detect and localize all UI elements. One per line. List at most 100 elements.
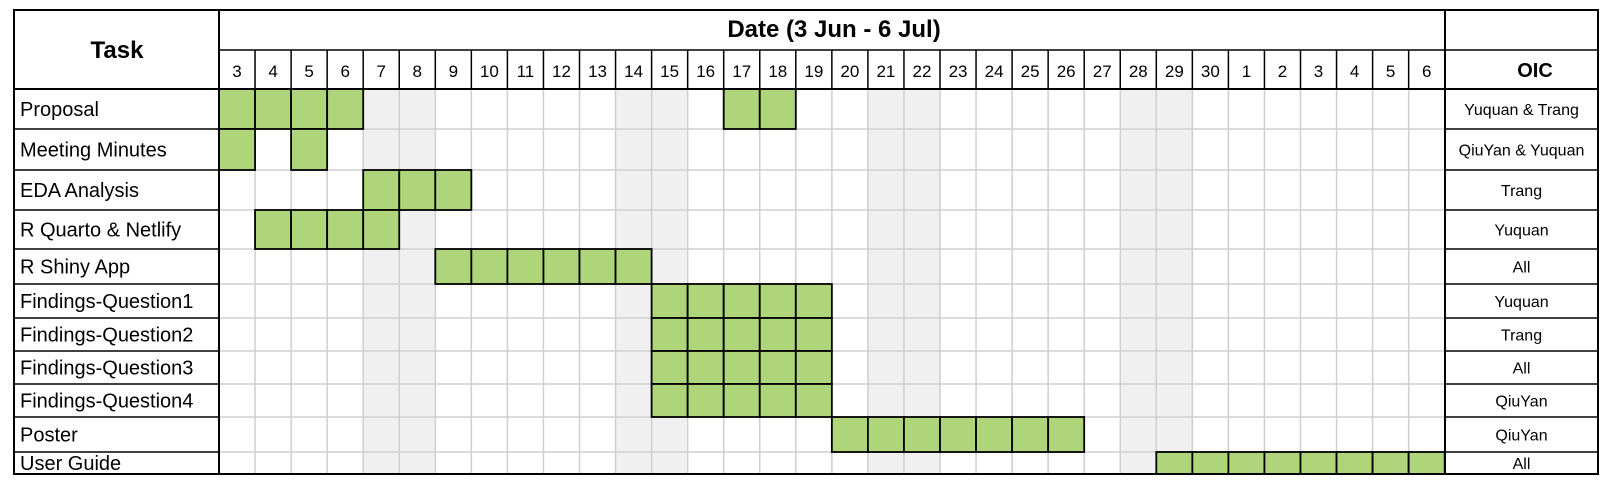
day-label: 19 xyxy=(804,62,823,81)
oic-label: Yuquan xyxy=(1494,294,1548,311)
task-cell xyxy=(1191,451,1230,475)
task-cell xyxy=(794,350,833,385)
weekend-column xyxy=(903,89,940,474)
day-label: 20 xyxy=(840,62,859,81)
task-cell xyxy=(794,283,833,319)
day-label: 26 xyxy=(1057,62,1076,81)
task-cell xyxy=(542,248,581,285)
day-label: 7 xyxy=(376,62,385,81)
oic-label: Trang xyxy=(1501,328,1542,345)
day-label: 30 xyxy=(1201,62,1220,81)
task-label: Proposal xyxy=(20,99,99,121)
day-label: 14 xyxy=(624,62,643,81)
task-cell xyxy=(1407,451,1446,475)
day-label: 1 xyxy=(1242,62,1251,81)
day-label: 3 xyxy=(1314,62,1323,81)
task-cell xyxy=(1299,451,1338,475)
oic-label: All xyxy=(1513,456,1531,473)
table-borders-layer xyxy=(13,9,1599,475)
task-cell xyxy=(362,209,401,250)
day-label: 28 xyxy=(1129,62,1148,81)
day-label: 16 xyxy=(696,62,715,81)
day-label: 27 xyxy=(1093,62,1112,81)
day-label: 10 xyxy=(480,62,499,81)
oic-label: Yuquan xyxy=(1494,223,1548,240)
task-cell xyxy=(867,416,905,453)
day-label: 21 xyxy=(876,62,895,81)
day-label: 11 xyxy=(517,62,535,81)
task-cell xyxy=(290,128,329,171)
task-cell xyxy=(975,416,1013,453)
task-cell xyxy=(1047,416,1086,453)
day-label: 6 xyxy=(1422,62,1431,81)
task-cell xyxy=(434,248,473,285)
task-cell xyxy=(1335,451,1374,475)
date-range-header: Date (3 Jun - 6 Jul) xyxy=(727,16,940,43)
oic-label: Yuquan & Trang xyxy=(1464,102,1579,119)
task-cells-layer xyxy=(218,88,1446,475)
day-label: 13 xyxy=(588,62,607,81)
task-cell xyxy=(290,209,329,250)
task-cell xyxy=(758,383,797,418)
task-cell xyxy=(218,128,256,171)
task-cell xyxy=(758,283,797,319)
task-cell xyxy=(326,88,365,130)
task-cell xyxy=(686,383,725,418)
task-cell xyxy=(470,248,509,285)
task-cell xyxy=(434,169,473,211)
day-label: 22 xyxy=(913,62,932,81)
task-cell xyxy=(290,88,329,130)
day-label: 17 xyxy=(732,62,751,81)
day-label: 9 xyxy=(449,62,458,81)
task-label: R Shiny App xyxy=(20,257,130,279)
day-label: 2 xyxy=(1278,62,1287,81)
day-label: 5 xyxy=(304,62,313,81)
day-label: 24 xyxy=(985,62,1004,81)
day-label: 18 xyxy=(768,62,787,81)
day-label: 23 xyxy=(949,62,968,81)
oic-label: Trang xyxy=(1501,183,1542,200)
task-cell xyxy=(506,248,545,285)
day-label: 15 xyxy=(660,62,679,81)
day-label: 6 xyxy=(340,62,349,81)
task-label: Findings-Question1 xyxy=(20,291,193,313)
task-cell xyxy=(254,88,293,130)
task-cell xyxy=(1227,451,1266,475)
task-cell xyxy=(758,317,797,352)
task-cell xyxy=(758,88,797,130)
oic-label: QiuYan xyxy=(1495,394,1547,411)
oic-label: QiuYan xyxy=(1495,428,1547,445)
task-cell xyxy=(903,416,941,453)
task-cell xyxy=(686,350,725,385)
task-cell xyxy=(794,317,833,352)
task-cell xyxy=(650,317,689,352)
weekend-column xyxy=(399,89,436,474)
task-cell xyxy=(1263,451,1302,475)
weekend-column xyxy=(867,89,904,474)
weekend-column xyxy=(1156,89,1193,474)
task-cell xyxy=(830,416,869,453)
task-cell xyxy=(1371,451,1410,475)
task-cell xyxy=(218,88,256,130)
day-label: 3 xyxy=(232,62,241,81)
weekend-column xyxy=(1120,89,1157,474)
task-cell xyxy=(758,350,797,385)
day-label: 25 xyxy=(1021,62,1040,81)
task-cell xyxy=(722,350,761,385)
table-outline xyxy=(13,9,1599,475)
task-cell xyxy=(650,283,689,319)
task-cell xyxy=(362,169,401,211)
day-label: 12 xyxy=(552,62,571,81)
task-label: R Quarto & Netlify xyxy=(20,220,181,242)
task-label: Findings-Question2 xyxy=(20,325,193,347)
task-cell xyxy=(722,88,761,130)
task-column-header: Task xyxy=(91,37,145,64)
task-cell xyxy=(722,283,761,319)
task-cell xyxy=(722,317,761,352)
task-cell xyxy=(650,383,689,418)
task-label: EDA Analysis xyxy=(20,180,139,202)
weekend-column xyxy=(363,89,400,474)
task-cell xyxy=(254,209,293,250)
task-cell xyxy=(614,248,653,285)
